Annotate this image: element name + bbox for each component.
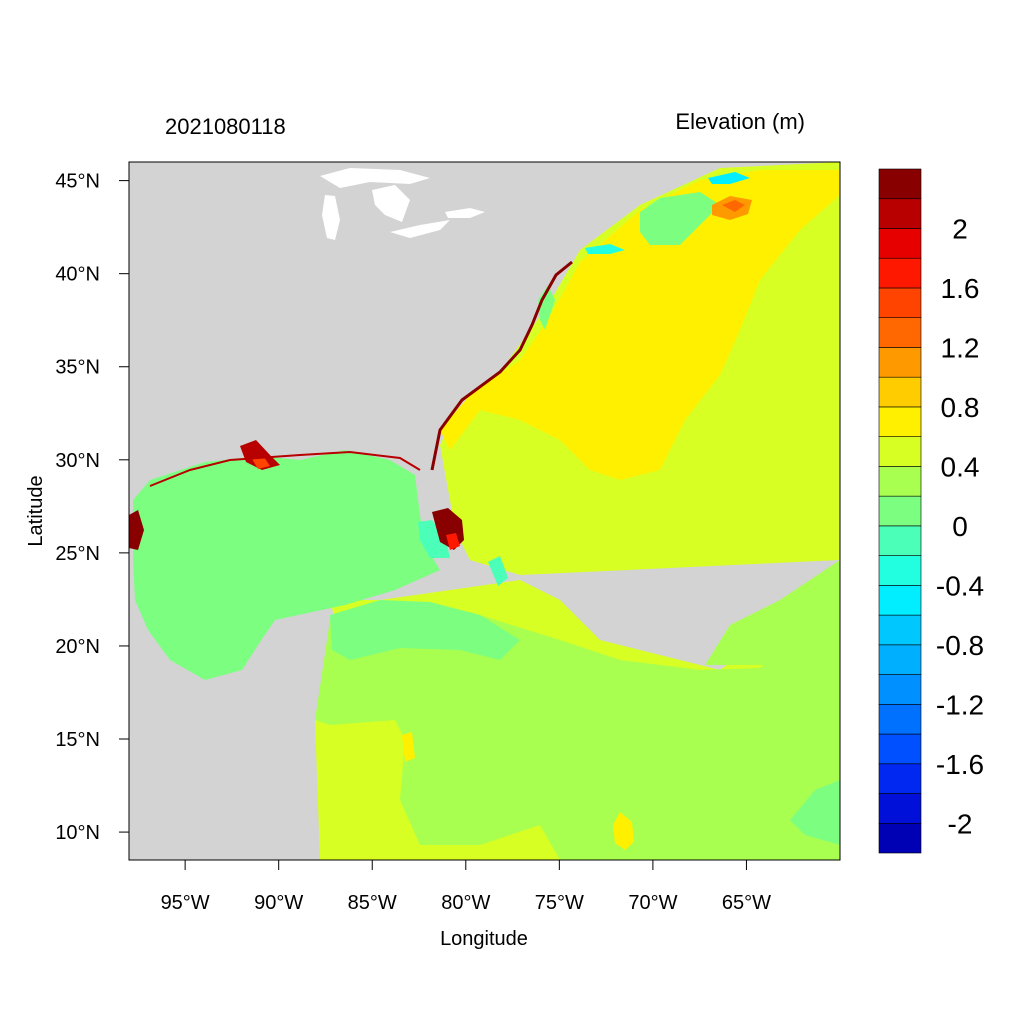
colorbar-label: -1.2 [936, 689, 984, 720]
colorbar-label: 0.8 [941, 392, 980, 423]
x-tick-label: 80°W [441, 892, 490, 914]
south-florida-peak-field [446, 533, 460, 550]
colorbar-swatch [878, 674, 922, 705]
colorbar-swatch [878, 763, 922, 794]
x-tick-label: 70°W [628, 892, 677, 914]
colorbar-swatch [878, 347, 922, 378]
colorbar-label: 2 [952, 213, 968, 244]
lesser-antilles-shelf-field [790, 780, 840, 845]
colorbar-label: -1.6 [936, 749, 984, 780]
colorbar-swatch [878, 317, 922, 348]
colorbar-swatch [878, 525, 922, 556]
colorbar-swatch [878, 466, 922, 497]
plot-frame [128, 161, 841, 861]
great-lake-michigan [322, 195, 340, 240]
texas-coast-surge-field [129, 510, 144, 550]
y-axis-label: Latitude [25, 475, 47, 546]
great-lake-huron [372, 185, 410, 222]
great-lake-erie [390, 220, 450, 238]
colorbar-label: -2 [948, 808, 973, 839]
caribbean-field [315, 600, 840, 860]
colorbar-label: 1.2 [941, 332, 980, 363]
colorbar-swatch [878, 644, 922, 675]
colorbar-swatch [878, 228, 922, 259]
colorbar-label: 0 [952, 511, 968, 542]
y-tick-label: 20°N [55, 636, 100, 658]
colorbar-swatch [878, 287, 922, 318]
latitude-ticks: 45°N 40°N 35°N 30°N 25°N 20°N 15°N 10°N [55, 171, 129, 844]
nova-scotia-negative-field [708, 172, 750, 184]
colorbar-swatch [878, 406, 922, 437]
atlantic-positive-field [440, 170, 840, 480]
great-lake-superior [320, 168, 430, 188]
longitude-ticks: 95°W 90°W 85°W 80°W 75°W 70°W 65°W [161, 860, 771, 914]
gulf-coast-surge-line [149, 450, 421, 487]
bahamas-bank-field [488, 556, 508, 586]
louisiana-coast-surge-field [240, 440, 280, 470]
colorbar-swatch [878, 704, 922, 735]
x-tick-label: 95°W [161, 892, 210, 914]
east-coast-surge-line [430, 260, 573, 471]
colorbar-swatch [878, 733, 922, 765]
nantucket-negative-field [585, 244, 625, 254]
lake-maracaibo-field [613, 812, 634, 850]
date-label: 2021080118 [165, 114, 286, 139]
variable-label: Elevation (m) [675, 109, 805, 134]
map-plot-area [129, 162, 840, 860]
y-tick-label: 35°N [55, 357, 100, 379]
colorbar-swatch [878, 495, 922, 527]
colorbar-label: -0.4 [936, 570, 984, 601]
colorbar-swatch [878, 585, 922, 616]
gulf-of-maine-field [640, 192, 720, 245]
x-axis-label: Longitude [440, 928, 528, 950]
colorbar-swatch [878, 555, 922, 586]
colorbar-label: -0.8 [936, 630, 984, 661]
colorbar-swatch [878, 793, 922, 824]
yucatan-channel-field [330, 600, 520, 660]
y-tick-label: 45°N [55, 171, 100, 193]
y-tick-label: 40°N [55, 264, 100, 286]
colorbar-label: 1.6 [941, 273, 980, 304]
honduras-coast-field [402, 732, 415, 762]
x-tick-label: 90°W [254, 892, 303, 914]
colorbar-swatch [878, 257, 922, 289]
y-tick-label: 10°N [55, 822, 100, 844]
colorbar-label: 0.4 [941, 451, 980, 482]
y-tick-label: 25°N [55, 543, 100, 565]
x-tick-label: 85°W [348, 892, 397, 914]
colorbar-swatch [878, 614, 922, 646]
elevation-colorbar: -2 -1.6 -1.2 -0.8 -0.4 0 0.4 0.8 1.2 1.6 2 [878, 168, 984, 854]
bay-of-fundy-peak-field [722, 200, 745, 212]
colorbar-swatch [878, 822, 922, 854]
colorbar-swatch [878, 376, 922, 408]
mid-atlantic-shelf-field [538, 285, 555, 330]
y-tick-label: 15°N [55, 729, 100, 751]
louisiana-coast-peak-field [252, 457, 270, 469]
x-tick-label: 75°W [535, 892, 584, 914]
southeast-atlantic-field [705, 560, 840, 665]
colorbar-swatch [878, 436, 922, 467]
colorbar-swatch [878, 168, 922, 200]
gulf-of-mexico-field [133, 450, 440, 680]
great-lake-ontario [445, 208, 485, 218]
colorbar-swatch [878, 198, 922, 229]
y-tick-label: 30°N [55, 450, 100, 472]
florida-bay-field [418, 520, 450, 558]
x-tick-label: 65°W [722, 892, 771, 914]
